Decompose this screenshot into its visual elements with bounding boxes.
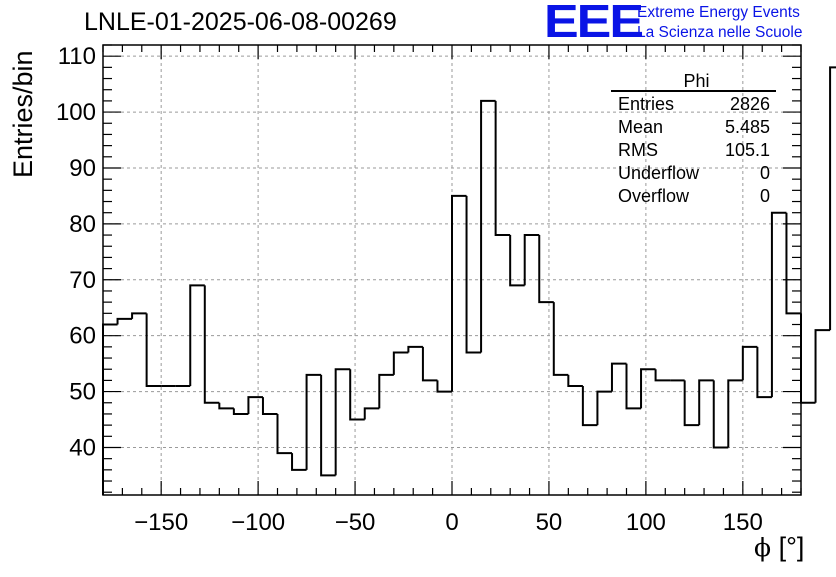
histogram-bin: [800, 313, 816, 404]
x-tick-label: 50: [536, 509, 563, 536]
x-axis-label: ϕ [°]: [754, 532, 804, 563]
eee-logo: EEE: [544, 0, 644, 48]
histogram-bin: [232, 408, 249, 415]
histogram-bin: [261, 397, 278, 415]
histogram-bin: [698, 379, 714, 426]
histogram-bin: [247, 396, 263, 414]
histogram-bin: [145, 313, 162, 387]
histogram-bin: [451, 194, 467, 392]
plot-title: LNLE-01-2025-06-08-00269: [84, 8, 397, 36]
histogram-bin: [305, 373, 322, 470]
histogram-bin: [421, 346, 438, 382]
histogram-bin: [538, 235, 554, 304]
x-tick-label: −100: [231, 509, 285, 536]
x-tick-label: 0: [445, 509, 458, 536]
histogram-bin: [378, 373, 394, 409]
histogram-bin: [131, 312, 147, 319]
y-tick-label: 50: [69, 379, 96, 406]
phi-symbol: ϕ: [754, 533, 772, 562]
y-tick-label: 40: [69, 434, 96, 461]
x-tick-label: 150: [723, 509, 763, 536]
histogram-bin: [392, 351, 409, 375]
histogram-bin: [741, 345, 758, 381]
logo-line-1: Extreme Energy Events: [637, 4, 800, 21]
histogram-bin: [189, 284, 205, 386]
histogram-bin: [363, 407, 380, 420]
histogram-bin: [640, 368, 656, 409]
histogram-bin: [552, 302, 569, 376]
stats-label: RMS: [618, 140, 658, 160]
histogram-bin: [465, 195, 482, 354]
x-tick-label: 100: [626, 509, 666, 536]
y-tick-label: 80: [69, 211, 96, 238]
histogram-bin: [654, 369, 671, 382]
histogram-bin: [509, 235, 525, 287]
logo-caption: Extreme Energy Events La Scienza nelle S…: [637, 3, 802, 43]
stats-label: Overflow: [618, 186, 690, 206]
histogram-bin: [218, 402, 234, 410]
histogram-bin: [523, 234, 540, 286]
histogram-bin: [334, 368, 351, 476]
histogram-bin: [683, 380, 700, 427]
histogram-bin: [625, 363, 642, 410]
y-tick-label: 100: [56, 99, 96, 126]
histogram-bin: [494, 100, 511, 237]
histogram-bin: [320, 374, 336, 477]
histogram-bin: [436, 380, 452, 393]
histogram-bin: [756, 346, 772, 399]
histogram-bin: [349, 369, 365, 421]
stats-label: Underflow: [618, 163, 700, 183]
histogram-bin: [785, 212, 801, 315]
histogram-bin: [581, 385, 598, 427]
stats-value: 2826: [730, 94, 770, 114]
histogram-bin: [596, 390, 612, 426]
histogram-bin: [203, 285, 220, 404]
histogram-bin: [480, 99, 496, 353]
stats-label: Mean: [618, 117, 663, 137]
logo-line-2: La Scienza nelle Scuole: [637, 24, 803, 41]
histogram-bin: [829, 66, 836, 331]
histogram-bin: [291, 453, 307, 471]
x-axis-unit: [°]: [778, 532, 805, 562]
x-tick-label: −50: [335, 509, 376, 536]
histogram-bin: [276, 413, 293, 455]
axis-ticks: −150 −100 −50 0 50 100 150 40 50 60 70 80 90 100 110: [56, 43, 802, 536]
stats-value: 0: [760, 163, 770, 183]
histogram-bin: [814, 329, 831, 403]
histogram-bin: [770, 211, 787, 398]
y-tick-label: 60: [69, 323, 96, 350]
histogram-bin: [116, 317, 133, 325]
y-tick-label: 110: [58, 43, 96, 70]
stats-value: 0: [760, 186, 770, 206]
histogram-bin: [727, 379, 743, 448]
histogram-bin: [567, 374, 583, 387]
histogram-bin: [712, 380, 729, 449]
y-axis-label: Entries/bin: [8, 50, 38, 178]
stats-title: Phi: [683, 71, 709, 91]
stats-value: 105.1: [725, 140, 770, 160]
histogram-bin: [610, 362, 627, 392]
y-tick-label: 90: [69, 155, 96, 182]
stats-label: Entries: [618, 94, 674, 114]
x-tick-label: −150: [134, 509, 188, 536]
stats-box: Phi Entries 2826 Mean 5.485 RMS 105.1 Underflow…: [611, 71, 776, 206]
histogram-bin: [407, 345, 423, 353]
y-tick-label: 70: [69, 267, 96, 294]
stats-value: 5.485: [725, 117, 770, 137]
